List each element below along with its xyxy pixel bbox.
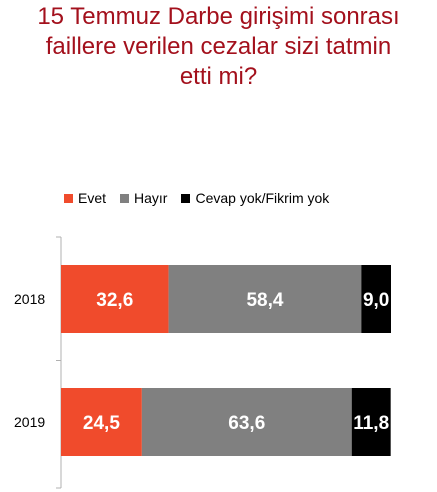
chart-title: 15 Temmuz Darbe girişimi sonrası failler… <box>0 2 437 92</box>
chart-title-line-1: 15 Temmuz Darbe girişimi sonrası <box>37 3 400 30</box>
data-label-evet-2019: 24,5 <box>83 413 120 434</box>
legend-swatch-cevap-yok <box>181 193 191 203</box>
bar-cevap-yok-fikrim-yok-2019 <box>351 388 391 456</box>
chart-title-line-2: faillere verilen cezalar sizi tatmin <box>45 33 392 60</box>
legend-label-evet: Evet <box>78 190 107 206</box>
bar-cevap-yok-fikrim-yok-2018 <box>361 265 391 333</box>
data-label-hay-r-2018: 58,4 <box>246 290 283 311</box>
data-label-cevap-yok-fikrim-yok-2018: 9,0 <box>363 290 389 311</box>
legend-swatch-hayir <box>120 193 130 203</box>
bar-evet-2018 <box>61 265 169 333</box>
bar-evet-2019 <box>61 388 142 456</box>
legend-item-evet: Evet <box>64 190 106 206</box>
legend-label-hayir: Hayır <box>134 190 168 206</box>
data-label-cevap-yok-fikrim-yok-2019: 11,8 <box>353 413 389 434</box>
category-label-2018: 2018 <box>14 291 45 307</box>
data-label-evet-2018: 32,6 <box>96 290 133 311</box>
legend-item-cevap-yok: Cevap yok/Fikrim yok <box>181 190 329 206</box>
legend-swatch-evet <box>64 193 73 203</box>
chart-legend: Evet Hayır Cevap yok/Fikrim yok <box>64 189 343 207</box>
legend-label-cevap-yok: Cevap yok/Fikrim yok <box>195 190 330 206</box>
chart-title-line-3: etti mi? <box>179 63 258 90</box>
data-label-hay-r-2019: 63,6 <box>228 413 265 434</box>
bar-hay-r-2019 <box>141 388 352 456</box>
legend-item-hayir: Hayır <box>120 190 167 206</box>
category-label-2019: 2019 <box>14 414 45 430</box>
bar-hay-r-2018 <box>168 265 362 333</box>
